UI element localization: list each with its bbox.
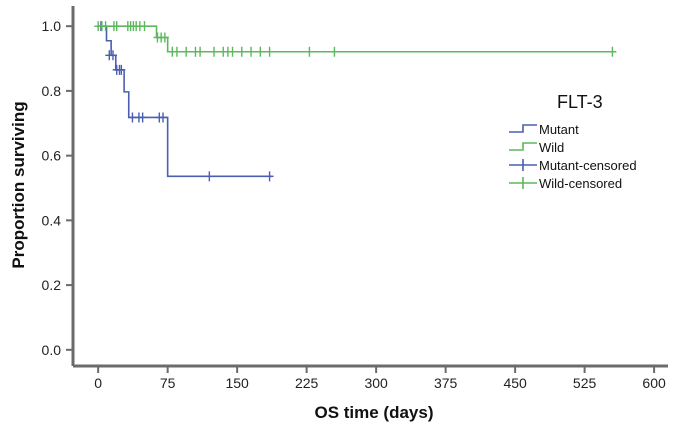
legend-swatch-wild [509,142,537,151]
censor-mark-wild [265,46,274,57]
censor-mark-mutant [205,171,214,182]
censor-mark-wild [172,46,181,57]
y-tick-label: 0.6 [42,148,62,164]
censor-mark-wild [256,46,265,57]
x-tick-label: 525 [573,375,597,391]
legend-label: Wild-censored [539,176,622,191]
censor-mark-mutant [108,50,117,61]
censor-mark-wild [608,46,617,57]
x-tick-label: 150 [225,375,249,391]
x-tick-label: 75 [160,375,176,391]
censor-mark-wild [237,46,246,57]
censor-mark-wild [112,21,121,32]
y-axis-title: Proportion surviving [9,101,28,268]
censor-mark-wild [228,46,237,57]
y-tick-label: 0.0 [42,342,62,358]
x-tick-label: 225 [295,375,319,391]
chart-series [94,21,617,182]
chart-axes: 0 75 150 225 300 375 450 525 600 0.0 0.2 0.4 0.6 0.8 1… [42,6,668,391]
x-tick-label: 450 [503,375,527,391]
series-mutant-line [98,25,273,178]
censor-mark-wild [196,46,205,57]
chart-legend: FLT-3 Mutant Wild Mutant-censored Wild-censo… [509,92,637,191]
y-tick-label: 0.2 [42,277,62,293]
censor-mark-wild [330,46,339,57]
legend-label: Wild [539,140,564,155]
series-wild-line [98,25,613,53]
x-tick-label: 0 [94,375,102,391]
censor-mark-wild [101,21,110,32]
y-tick-label: 0.4 [42,212,62,228]
legend-title: FLT-3 [557,92,603,112]
censor-mark-mutant [265,171,274,182]
legend-swatch-mutant [509,124,537,133]
x-tick-label: 300 [364,375,388,391]
censor-mark-wild [140,21,149,32]
censor-mark-wild [305,46,314,57]
x-axis-title: OS time (days) [314,403,433,422]
censor-mark-mutant [159,112,168,123]
legend-label: Mutant [539,122,579,137]
y-tick-label: 0.8 [42,83,62,99]
censor-mark-wild [182,46,191,57]
y-tick-label: 1.0 [42,18,62,34]
censor-mark-wild [209,46,218,57]
legend-label: Mutant-censored [539,158,637,173]
censor-mark-mutant [117,64,126,75]
x-tick-label: 600 [642,375,666,391]
censor-mark-wild [247,46,256,57]
x-tick-label: 375 [434,375,458,391]
censor-mark-mutant [138,112,147,123]
censor-mark-wild [160,32,169,43]
